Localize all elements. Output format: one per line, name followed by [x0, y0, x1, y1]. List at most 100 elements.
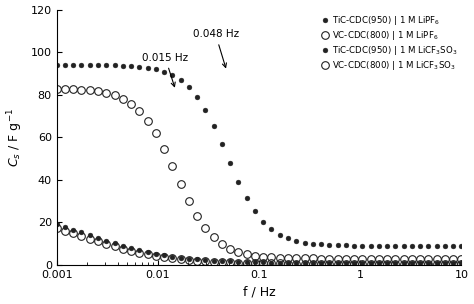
TiC-CDC(950) | 1 M LiPF$_6$ — [120, 64, 126, 67]
TiC-CDC(950) | 1 M LiCF$_3$SO$_3$ — [392, 261, 398, 265]
TiC-CDC(950) | 1 M LiCF$_3$SO$_3$ — [285, 261, 291, 265]
TiC-CDC(950) | 1 M LiPF$_6$ — [442, 244, 448, 248]
VC-CDC(800) | 1 M LiPF$_6$ — [228, 247, 233, 251]
VC-CDC(800) | 1 M LiCF$_3$SO$_3$ — [244, 261, 249, 265]
TiC-CDC(950) | 1 M LiCF$_3$SO$_3$ — [95, 236, 101, 240]
TiC-CDC(950) | 1 M LiCF$_3$SO$_3$ — [277, 261, 283, 264]
TiC-CDC(950) | 1 M LiPF$_6$ — [128, 64, 134, 68]
Line: TiC-CDC(950) | 1 M LiPF$_6$: TiC-CDC(950) | 1 M LiPF$_6$ — [54, 63, 464, 248]
TiC-CDC(950) | 1 M LiCF$_3$SO$_3$ — [409, 261, 415, 265]
Y-axis label: $C_s$ / F g$^{-1}$: $C_s$ / F g$^{-1}$ — [6, 108, 25, 167]
TiC-CDC(950) | 1 M LiPF$_6$ — [368, 244, 374, 247]
VC-CDC(800) | 1 M LiPF$_6$ — [103, 91, 109, 95]
TiC-CDC(950) | 1 M LiCF$_3$SO$_3$ — [161, 254, 167, 257]
TiC-CDC(950) | 1 M LiCF$_3$SO$_3$ — [368, 261, 374, 265]
VC-CDC(800) | 1 M LiPF$_6$ — [137, 109, 142, 113]
VC-CDC(800) | 1 M LiPF$_6$ — [335, 257, 340, 261]
VC-CDC(800) | 1 M LiCF$_3$SO$_3$ — [95, 240, 101, 243]
TiC-CDC(950) | 1 M LiPF$_6$ — [79, 63, 84, 67]
VC-CDC(800) | 1 M LiPF$_6$ — [450, 257, 456, 261]
TiC-CDC(950) | 1 M LiCF$_3$SO$_3$ — [202, 258, 208, 262]
VC-CDC(800) | 1 M LiPF$_6$ — [310, 257, 316, 260]
TiC-CDC(950) | 1 M LiCF$_3$SO$_3$ — [318, 261, 324, 265]
VC-CDC(800) | 1 M LiPF$_6$ — [409, 257, 415, 261]
TiC-CDC(950) | 1 M LiCF$_3$SO$_3$ — [269, 261, 274, 264]
VC-CDC(800) | 1 M LiPF$_6$ — [392, 257, 398, 261]
VC-CDC(800) | 1 M LiPF$_6$ — [426, 257, 431, 261]
TiC-CDC(950) | 1 M LiCF$_3$SO$_3$ — [219, 259, 225, 263]
TiC-CDC(950) | 1 M LiCF$_3$SO$_3$ — [62, 225, 68, 229]
TiC-CDC(950) | 1 M LiPF$_6$ — [202, 108, 208, 112]
TiC-CDC(950) | 1 M LiPF$_6$ — [228, 161, 233, 165]
VC-CDC(800) | 1 M LiPF$_6$ — [277, 256, 283, 260]
TiC-CDC(950) | 1 M LiPF$_6$ — [145, 66, 150, 70]
TiC-CDC(950) | 1 M LiPF$_6$ — [376, 244, 382, 248]
VC-CDC(800) | 1 M LiCF$_3$SO$_3$ — [128, 249, 134, 253]
TiC-CDC(950) | 1 M LiCF$_3$SO$_3$ — [128, 246, 134, 250]
VC-CDC(800) | 1 M LiPF$_6$ — [236, 250, 241, 254]
TiC-CDC(950) | 1 M LiPF$_6$ — [54, 63, 60, 67]
VC-CDC(800) | 1 M LiPF$_6$ — [170, 164, 175, 168]
TiC-CDC(950) | 1 M LiPF$_6$ — [153, 68, 159, 71]
TiC-CDC(950) | 1 M LiCF$_3$SO$_3$ — [112, 242, 118, 245]
VC-CDC(800) | 1 M LiCF$_3$SO$_3$ — [211, 260, 217, 264]
TiC-CDC(950) | 1 M LiCF$_3$SO$_3$ — [170, 255, 175, 258]
VC-CDC(800) | 1 M LiPF$_6$ — [112, 94, 118, 97]
VC-CDC(800) | 1 M LiPF$_6$ — [434, 257, 439, 261]
VC-CDC(800) | 1 M LiPF$_6$ — [186, 199, 191, 203]
TiC-CDC(950) | 1 M LiPF$_6$ — [87, 63, 92, 67]
VC-CDC(800) | 1 M LiCF$_3$SO$_3$ — [62, 229, 68, 233]
TiC-CDC(950) | 1 M LiPF$_6$ — [194, 95, 200, 99]
VC-CDC(800) | 1 M LiPF$_6$ — [153, 132, 159, 135]
TiC-CDC(950) | 1 M LiCF$_3$SO$_3$ — [87, 233, 92, 237]
VC-CDC(800) | 1 M LiPF$_6$ — [327, 257, 332, 261]
TiC-CDC(950) | 1 M LiCF$_3$SO$_3$ — [351, 261, 357, 265]
TiC-CDC(950) | 1 M LiPF$_6$ — [327, 243, 332, 247]
TiC-CDC(950) | 1 M LiPF$_6$ — [392, 244, 398, 248]
VC-CDC(800) | 1 M LiCF$_3$SO$_3$ — [54, 226, 60, 230]
TiC-CDC(950) | 1 M LiPF$_6$ — [450, 244, 456, 248]
VC-CDC(800) | 1 M LiCF$_3$SO$_3$ — [137, 251, 142, 254]
VC-CDC(800) | 1 M LiPF$_6$ — [87, 88, 92, 92]
X-axis label: f / Hz: f / Hz — [243, 285, 275, 299]
VC-CDC(800) | 1 M LiPF$_6$ — [252, 254, 258, 257]
TiC-CDC(950) | 1 M LiPF$_6$ — [211, 124, 217, 128]
VC-CDC(800) | 1 M LiPF$_6$ — [368, 257, 374, 261]
VC-CDC(800) | 1 M LiPF$_6$ — [161, 147, 167, 150]
TiC-CDC(950) | 1 M LiCF$_3$SO$_3$ — [327, 261, 332, 265]
VC-CDC(800) | 1 M LiCF$_3$SO$_3$ — [112, 244, 118, 248]
TiC-CDC(950) | 1 M LiCF$_3$SO$_3$ — [178, 256, 183, 259]
TiC-CDC(950) | 1 M LiPF$_6$ — [335, 244, 340, 247]
VC-CDC(800) | 1 M LiPF$_6$ — [178, 182, 183, 186]
TiC-CDC(950) | 1 M LiCF$_3$SO$_3$ — [211, 259, 217, 262]
VC-CDC(800) | 1 M LiCF$_3$SO$_3$ — [285, 262, 291, 265]
Line: VC-CDC(800) | 1 M LiPF$_6$: VC-CDC(800) | 1 M LiPF$_6$ — [53, 85, 465, 262]
TiC-CDC(950) | 1 M LiCF$_3$SO$_3$ — [145, 250, 150, 254]
TiC-CDC(950) | 1 M LiCF$_3$SO$_3$ — [426, 261, 431, 265]
VC-CDC(800) | 1 M LiCF$_3$SO$_3$ — [384, 262, 390, 266]
TiC-CDC(950) | 1 M LiCF$_3$SO$_3$ — [120, 244, 126, 248]
TiC-CDC(950) | 1 M LiPF$_6$ — [95, 63, 101, 67]
TiC-CDC(950) | 1 M LiCF$_3$SO$_3$ — [70, 228, 76, 231]
VC-CDC(800) | 1 M LiPF$_6$ — [301, 257, 307, 260]
VC-CDC(800) | 1 M LiPF$_6$ — [318, 257, 324, 260]
VC-CDC(800) | 1 M LiCF$_3$SO$_3$ — [392, 262, 398, 266]
TiC-CDC(950) | 1 M LiCF$_3$SO$_3$ — [252, 261, 258, 264]
TiC-CDC(950) | 1 M LiPF$_6$ — [252, 209, 258, 213]
VC-CDC(800) | 1 M LiCF$_3$SO$_3$ — [161, 255, 167, 259]
VC-CDC(800) | 1 M LiPF$_6$ — [359, 257, 365, 261]
TiC-CDC(950) | 1 M LiPF$_6$ — [112, 64, 118, 67]
VC-CDC(800) | 1 M LiPF$_6$ — [211, 236, 217, 239]
VC-CDC(800) | 1 M LiCF$_3$SO$_3$ — [103, 242, 109, 246]
VC-CDC(800) | 1 M LiCF$_3$SO$_3$ — [153, 254, 159, 257]
VC-CDC(800) | 1 M LiCF$_3$SO$_3$ — [293, 262, 299, 265]
VC-CDC(800) | 1 M LiCF$_3$SO$_3$ — [219, 260, 225, 264]
VC-CDC(800) | 1 M LiPF$_6$ — [269, 256, 274, 259]
VC-CDC(800) | 1 M LiCF$_3$SO$_3$ — [359, 262, 365, 266]
VC-CDC(800) | 1 M LiPF$_6$ — [95, 90, 101, 93]
VC-CDC(800) | 1 M LiCF$_3$SO$_3$ — [401, 262, 407, 266]
VC-CDC(800) | 1 M LiCF$_3$SO$_3$ — [260, 261, 266, 265]
VC-CDC(800) | 1 M LiCF$_3$SO$_3$ — [376, 262, 382, 266]
VC-CDC(800) | 1 M LiCF$_3$SO$_3$ — [426, 262, 431, 266]
TiC-CDC(950) | 1 M LiCF$_3$SO$_3$ — [54, 223, 60, 226]
